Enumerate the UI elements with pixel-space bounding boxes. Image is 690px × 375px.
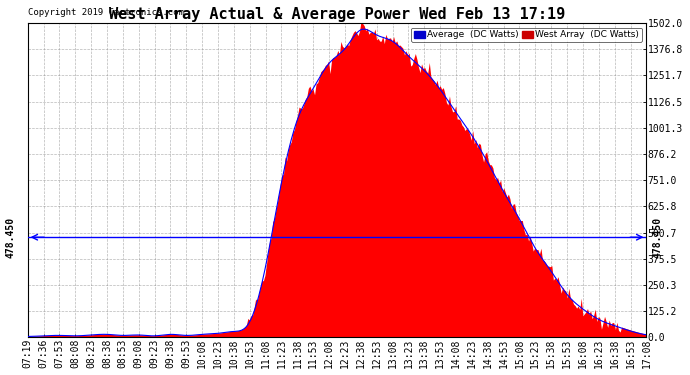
Text: 478.450: 478.450 [6,217,15,258]
Title: West Array Actual & Average Power Wed Feb 13 17:19: West Array Actual & Average Power Wed Fe… [109,7,565,22]
Text: Copyright 2019 Cartronics.com: Copyright 2019 Cartronics.com [28,8,184,17]
Legend: Average  (DC Watts), West Array  (DC Watts): Average (DC Watts), West Array (DC Watts… [411,28,642,42]
Text: 478.450: 478.450 [653,217,662,258]
